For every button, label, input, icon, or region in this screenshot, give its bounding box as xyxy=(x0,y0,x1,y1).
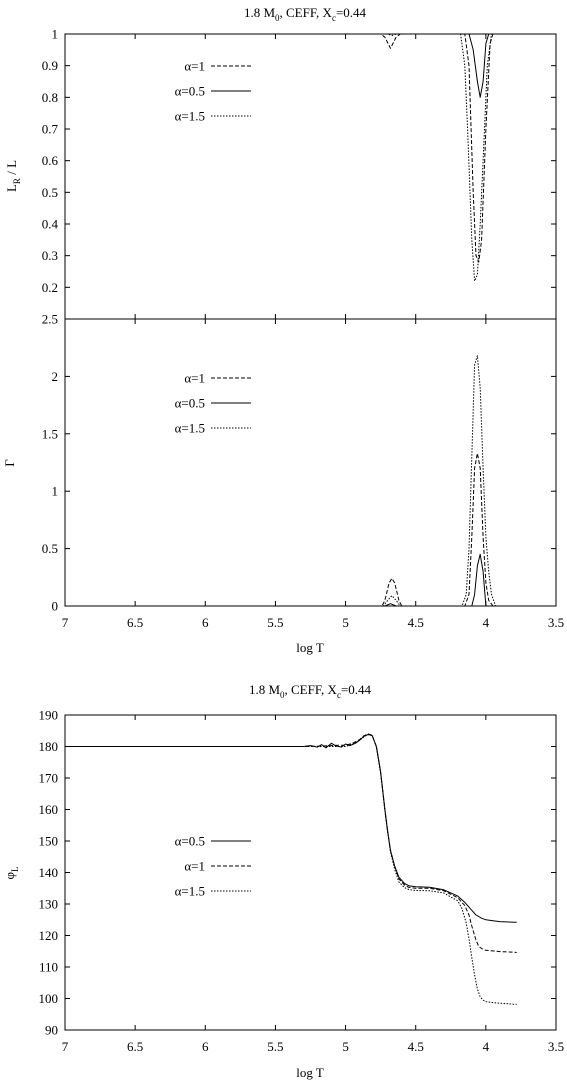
lr-over-l-plot-frame xyxy=(64,33,557,320)
x-tick-label: 4 xyxy=(483,615,490,630)
x-tick-label: 4 xyxy=(483,1039,490,1054)
y-tick-label: 0.9 xyxy=(42,58,58,73)
bottom-figure-title: 1.8 M0, CEFF, Xc=0.44 xyxy=(249,682,372,700)
y-tick-label: 160 xyxy=(39,802,59,817)
y-tick-label: 1 xyxy=(52,27,59,42)
x-tick-label: 6.5 xyxy=(127,1039,143,1054)
gamma-plot-frame xyxy=(64,318,557,607)
y-tick-label: 0.7 xyxy=(42,122,59,137)
y-tick-label: 120 xyxy=(39,928,59,943)
phi-l-ticks: 7 6.5 6 5.5 5 4.5 4 3.5 190 180 170 160 150 140 130 120… xyxy=(39,708,565,1055)
series-line-1 xyxy=(65,734,517,923)
y-tick-label: 130 xyxy=(39,897,59,912)
gamma-legend: α=1 α=0.5 α=1.5 xyxy=(175,371,251,436)
legend-label: α=1.5 xyxy=(175,421,205,436)
series-line-2 xyxy=(65,553,556,607)
legend-label: α=1.5 xyxy=(175,884,205,899)
y-tick-label: 0.5 xyxy=(42,185,58,200)
gamma-panel: 7 6.5 6 5.5 5 4.5 4 3.52.521.510.50 α=1α=0.5α=1… xyxy=(2,312,564,656)
y-tick-label: 1 xyxy=(52,484,59,499)
phi-l-y-axis-label: φL xyxy=(2,866,20,879)
y-tick-label: 2 xyxy=(52,369,59,384)
y-tick-label: 1.5 xyxy=(42,426,58,441)
x-tick-label: 6 xyxy=(202,615,209,630)
y-tick-label: 180 xyxy=(39,739,59,754)
top-figure-title: 1.8 M0, CEFF, Xc=0.44 xyxy=(244,5,367,23)
lr-over-l-series xyxy=(65,33,556,282)
x-tick-label: 5 xyxy=(342,615,349,630)
x-tick-label: 4.5 xyxy=(408,615,424,630)
legend-label: α=0.5 xyxy=(175,834,205,849)
lr-over-l-ticks: 1 0.9 0.8 0.7 0.6 0.5 0.4 0.3 0.2 xyxy=(42,27,557,319)
series-line-3 xyxy=(65,734,517,1005)
gamma-x-axis-label: log T xyxy=(296,640,324,655)
y-tick-label: 0.6 xyxy=(42,153,59,168)
phi-l-panel: 7 6.5 6 5.5 5 4.5 4 3.5 190 180 170 160 150 140 130 120… xyxy=(2,708,564,1081)
gamma-y-axis-label: Γ xyxy=(2,459,17,467)
phi-l-legend: α=0.5 α=1 α=1.5 xyxy=(175,834,251,899)
y-tick-label: 190 xyxy=(39,708,59,723)
y-tick-label: 110 xyxy=(39,960,58,975)
lr-over-l-legend: α=1 α=0.5 α=1.5 xyxy=(175,59,251,124)
legend-label: α=1 xyxy=(184,859,205,874)
gamma-ticks: 7 6.5 6 5.5 5 4.5 4 3.5 2.5 2 1.5 1 0.5 0 xyxy=(42,312,564,631)
y-tick-label: 0.5 xyxy=(42,541,58,556)
y-tick-label: 100 xyxy=(39,991,59,1006)
x-tick-label: 6 xyxy=(202,1039,209,1054)
legend-label: α=0.5 xyxy=(175,396,205,411)
y-tick-label: 150 xyxy=(39,834,59,849)
y-tick-label: 0.8 xyxy=(42,90,58,105)
x-tick-label: 5.5 xyxy=(267,615,283,630)
phi-l-plot-frame xyxy=(64,714,557,1031)
series-line-1 xyxy=(65,33,556,263)
y-tick-label: 0.2 xyxy=(42,280,58,295)
x-tick-label: 6.5 xyxy=(127,615,143,630)
series-line-1 xyxy=(65,452,556,607)
phi-l-x-axis-label: log T xyxy=(296,1065,324,1080)
y-tick-label: 0.3 xyxy=(42,248,58,263)
y-tick-label: 170 xyxy=(39,771,59,786)
x-tick-label: 3.5 xyxy=(548,615,564,630)
legend-label: α=1 xyxy=(184,371,205,386)
x-tick-label: 5.5 xyxy=(267,1039,283,1054)
y-tick-label: 2.5 xyxy=(42,312,58,327)
x-tick-label: 3.5 xyxy=(548,1039,564,1054)
y-tick-label: 0 xyxy=(52,599,59,614)
legend-label: α=0.5 xyxy=(175,84,205,99)
legend-label: α=1 xyxy=(184,59,205,74)
series-line-3 xyxy=(65,33,556,282)
y-tick-label: 0.4 xyxy=(42,217,59,232)
y-tick-label: 90 xyxy=(45,1023,58,1038)
lr-over-l-y-axis-label: LR / L xyxy=(4,160,22,192)
series-line-2 xyxy=(65,733,517,953)
x-tick-label: 5 xyxy=(342,1039,349,1054)
y-tick-label: 140 xyxy=(39,865,59,880)
x-tick-label: 4.5 xyxy=(408,1039,424,1054)
x-tick-label: 7 xyxy=(62,1039,69,1054)
x-tick-label: 7 xyxy=(62,615,69,630)
legend-label: α=1.5 xyxy=(175,109,205,124)
lr-over-l-panel: 10.90.80.70.60.50.40.30.2 α=1α=0.5α=1.5 … xyxy=(4,27,557,320)
series-line-2 xyxy=(65,33,556,98)
phi-l-series xyxy=(65,733,517,1005)
gamma-series xyxy=(65,355,556,607)
